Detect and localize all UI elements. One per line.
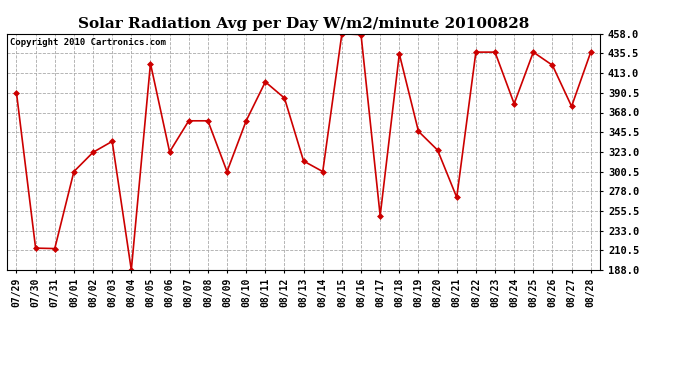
Text: Copyright 2010 Cartronics.com: Copyright 2010 Cartronics.com: [10, 39, 166, 48]
Title: Solar Radiation Avg per Day W/m2/minute 20100828: Solar Radiation Avg per Day W/m2/minute …: [78, 17, 529, 31]
